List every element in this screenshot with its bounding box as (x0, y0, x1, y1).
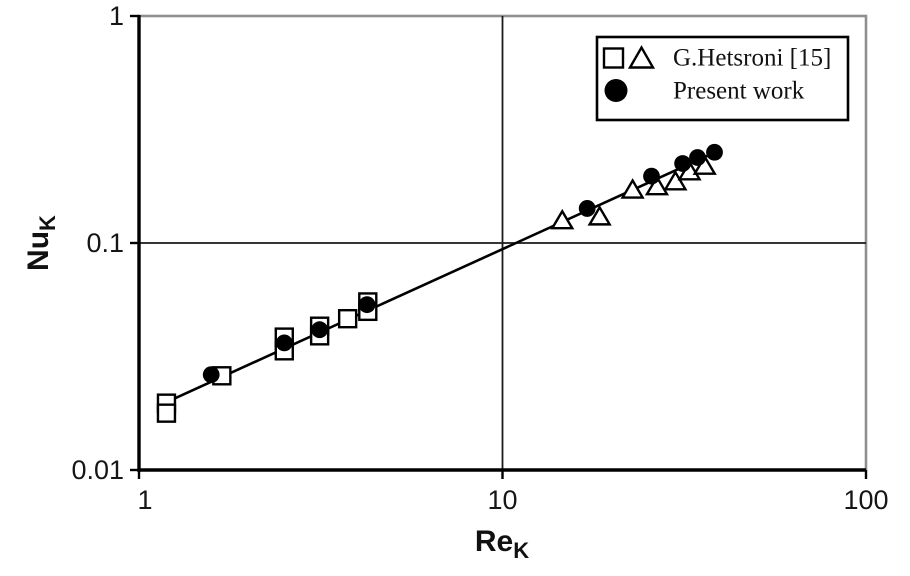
legend-label-hetsroni: G.Hetsroni [15] (673, 45, 831, 72)
marker-triangle (620, 178, 645, 199)
marker-circle (689, 149, 706, 166)
marker-circle (202, 366, 220, 384)
marker-circle (311, 321, 329, 339)
legend-circle-icon (604, 79, 628, 102)
y-tick-label: 0.01 (71, 455, 124, 485)
gridlines (139, 16, 866, 470)
marker-circle (706, 143, 723, 161)
tick-marks (130, 14, 868, 479)
marker-square (156, 403, 177, 423)
marker-triangle (587, 205, 612, 226)
marker-circle (578, 200, 596, 217)
marker-circle (674, 155, 692, 172)
x-tick-label: 100 (843, 485, 888, 515)
legend-label-present-work: Present work (673, 78, 805, 105)
x-axis-title-main: Re (475, 525, 513, 558)
x-tick-label: 1 (137, 485, 152, 515)
marker-circle (275, 334, 293, 352)
x-axis-title: ReK (475, 525, 529, 563)
legend-triangle-icon (627, 45, 656, 69)
marker-square (337, 309, 358, 329)
y-tick-label: 0.1 (86, 228, 124, 258)
marker-triangle (644, 174, 670, 196)
tick-labels: 0.01 0.1 1 1 10 100 (71, 1, 888, 515)
marker-circle (358, 296, 376, 314)
x-axis-title-subscript: K (513, 538, 529, 563)
x-tick-label: 10 (487, 485, 517, 515)
marker-circle (643, 167, 660, 185)
legend-square-icon (602, 47, 625, 69)
legend (595, 35, 850, 122)
marker-triangle (663, 169, 688, 191)
y-tick-label: 1 (109, 1, 124, 31)
marker-triangle (550, 208, 575, 230)
y-axis-title-main: Nu (22, 231, 55, 271)
y-axis-title-subscript: K (35, 215, 60, 231)
y-axis-title: NuK (22, 215, 60, 271)
data-markers (156, 143, 723, 423)
